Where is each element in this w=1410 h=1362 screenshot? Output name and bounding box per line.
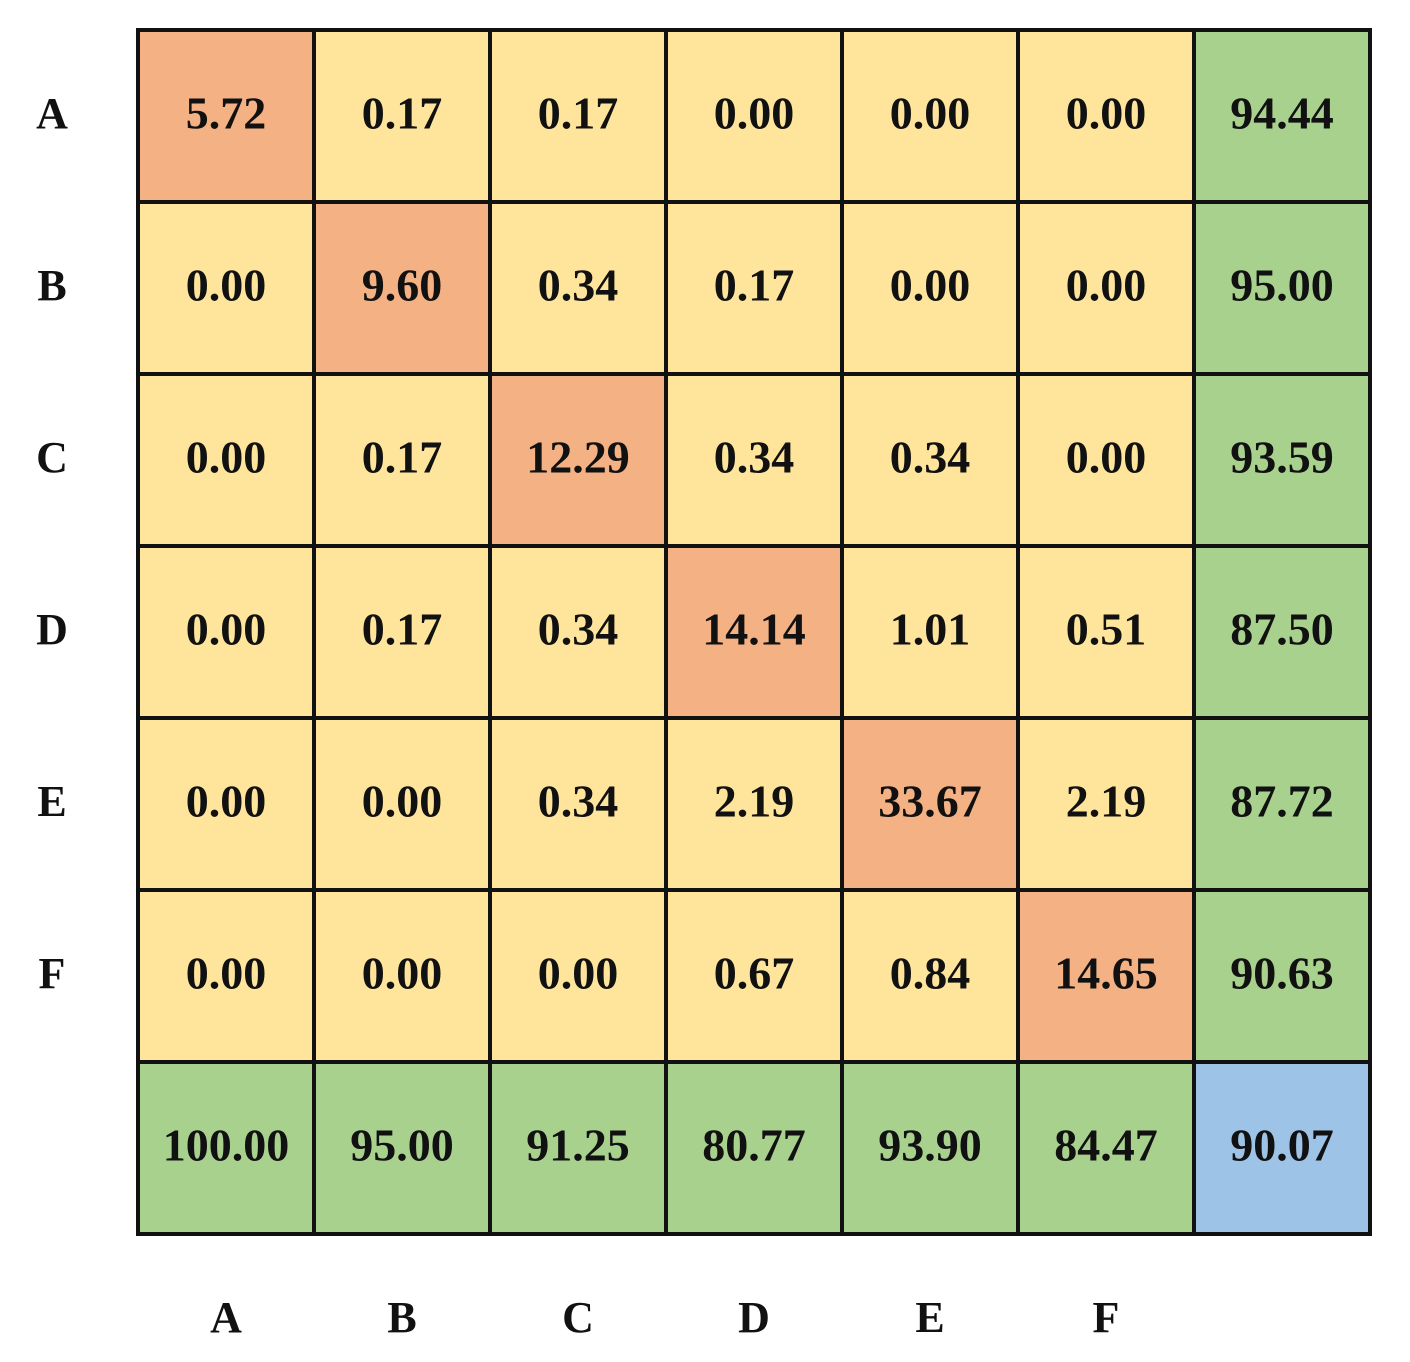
cell-value-label: 0.34 (538, 776, 619, 827)
cell-value-label: 0.00 (362, 776, 443, 827)
cell-value-label: 0.00 (890, 260, 971, 311)
row-label: B (37, 261, 66, 310)
cell-value-label: 95.00 (1230, 260, 1334, 311)
cell-value-label: 12.29 (526, 432, 630, 483)
cell-value-label: 0.00 (186, 604, 267, 655)
cell-value-label: 0.00 (362, 948, 443, 999)
cell-value-label: 0.00 (890, 88, 971, 139)
cell-value-label: 14.65 (1054, 948, 1158, 999)
column-label: B (387, 1293, 416, 1342)
cell-value-label: 0.34 (714, 432, 795, 483)
cell-value-label: 0.00 (186, 432, 267, 483)
column-label: C (562, 1293, 594, 1342)
cell-value-label: 0.84 (890, 948, 971, 999)
cell-value-label: 87.72 (1230, 776, 1334, 827)
row-label: E (37, 777, 66, 826)
row-label: D (36, 605, 68, 654)
cell-value-label: 84.47 (1054, 1120, 1158, 1171)
cell-value-label: 93.59 (1230, 432, 1334, 483)
cell-value-label: 0.00 (1066, 260, 1147, 311)
cell-value-label: 0.00 (186, 948, 267, 999)
cell-value-label: 0.00 (1066, 432, 1147, 483)
cell-value-label: 9.60 (362, 260, 443, 311)
column-label: A (210, 1293, 242, 1342)
cell-value-label: 0.17 (362, 88, 443, 139)
row-labels: A B C D E F (36, 89, 68, 998)
column-labels: A B C D E F (210, 1293, 1119, 1342)
cell-value-label: 80.77 (702, 1120, 806, 1171)
cell-value-label: 0.34 (890, 432, 971, 483)
cell-value-label: 0.17 (714, 260, 795, 311)
cell-value-label: 90.63 (1230, 948, 1334, 999)
cell-value-label: 0.17 (362, 604, 443, 655)
row-label: F (39, 949, 66, 998)
cell-value-label: 2.19 (714, 776, 795, 827)
cell-value-label: 0.51 (1066, 604, 1147, 655)
cell-value-label: 90.07 (1230, 1120, 1334, 1171)
cell-value-label: 94.44 (1230, 88, 1334, 139)
column-label: E (915, 1293, 944, 1342)
cell-value-label: 95.00 (350, 1120, 454, 1171)
cell-value-label: 33.67 (878, 776, 982, 827)
column-label: F (1093, 1293, 1120, 1342)
cell-value-label: 91.25 (526, 1120, 630, 1171)
cell-value-label: 0.00 (186, 260, 267, 311)
cell-value-label: 0.00 (538, 948, 619, 999)
matrix-cells: 5.72 0.17 0.17 0.00 0.00 0.00 94.44 0.00 9.60 0.3… (138, 30, 1370, 1234)
cell-value-label: 14.14 (702, 604, 806, 655)
cell-value-label: 2.19 (1066, 776, 1147, 827)
cell-value-label: 0.00 (186, 776, 267, 827)
cell-value-label: 5.72 (186, 88, 267, 139)
cell-value-label: 0.34 (538, 604, 619, 655)
cell-value-label: 0.67 (714, 948, 795, 999)
cell-value-label: 87.50 (1230, 604, 1334, 655)
cell-value-label: 0.17 (362, 432, 443, 483)
cell-value-label: 0.34 (538, 260, 619, 311)
cell-value-label: 0.00 (714, 88, 795, 139)
column-label: D (738, 1293, 770, 1342)
cell-value-label: 93.90 (878, 1120, 982, 1171)
row-label: C (36, 433, 68, 482)
row-label: A (36, 89, 68, 138)
cell-value-label: 0.17 (538, 88, 619, 139)
cell-value-label: 100.00 (163, 1120, 290, 1171)
cell-value-label: 0.00 (1066, 88, 1147, 139)
cell-value-label: 1.01 (890, 604, 971, 655)
